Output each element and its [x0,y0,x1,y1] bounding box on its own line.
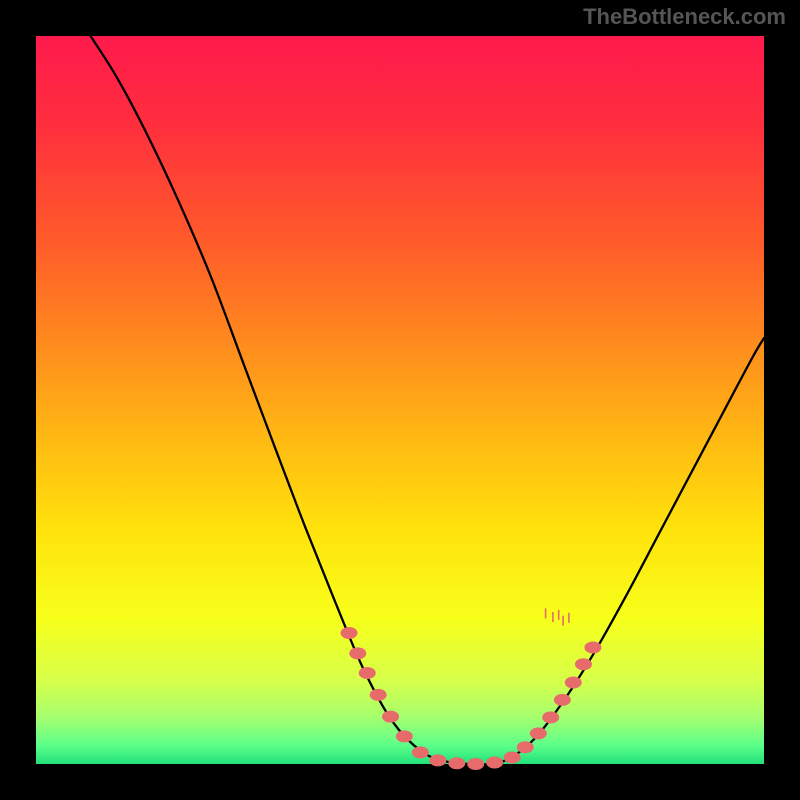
highlight-marker [448,757,465,769]
highlight-marker [370,689,387,701]
highlight-marker [542,711,559,723]
highlight-marker [467,758,484,770]
watermark-text: TheBottleneck.com [583,4,786,30]
highlight-marker [575,658,592,670]
highlight-marker [517,741,534,753]
highlight-marker [396,730,413,742]
highlight-marker [565,676,582,688]
highlight-marker [341,627,358,639]
highlight-marker [530,727,547,739]
highlight-marker [554,694,571,706]
bottleneck-chart-svg [0,0,800,800]
highlight-marker [349,647,366,659]
highlight-marker [359,667,376,679]
highlight-marker [429,754,446,766]
highlight-marker [584,642,601,654]
highlight-marker [486,757,503,769]
plot-gradient-background [36,36,764,764]
highlight-marker [382,711,399,723]
highlight-marker [504,751,521,763]
chart-root: TheBottleneck.com [0,0,800,800]
highlight-marker [412,746,429,758]
